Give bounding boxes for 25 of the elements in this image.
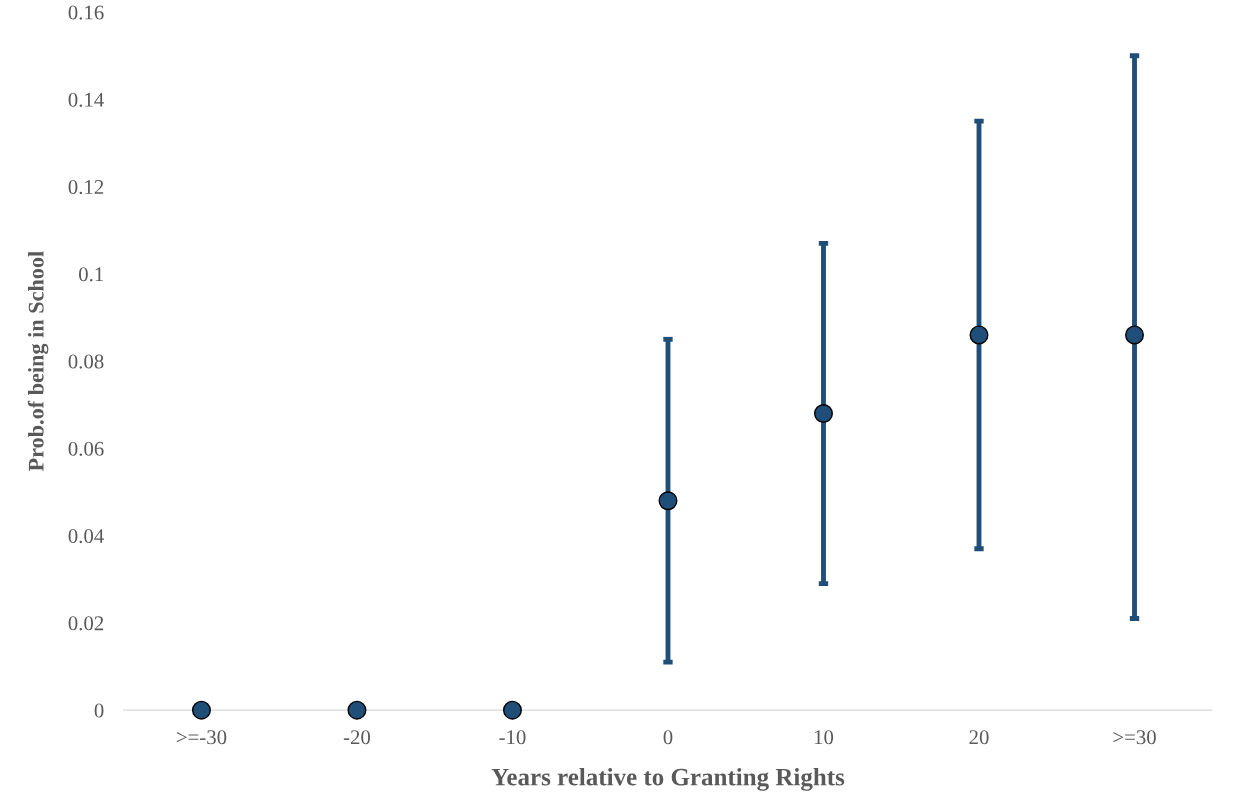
x-tick-label: -10 <box>499 730 526 745</box>
y-tick-label: 0.02 <box>68 616 104 631</box>
point <box>969 325 989 345</box>
x-tick-label: >=30 <box>1113 730 1156 745</box>
y-tick-label: 0.04 <box>68 529 104 544</box>
x-tick-label: 20 <box>969 730 989 745</box>
x-tick-label: 10 <box>814 730 834 745</box>
y-axis-title: Prob.of being in School <box>27 251 49 472</box>
y-tick-label: 0.08 <box>68 354 104 369</box>
x-axis-title: Years relative to Granting Rights <box>491 767 845 791</box>
y-tick-label: 0.06 <box>68 441 104 456</box>
point <box>502 700 522 720</box>
point <box>347 700 367 720</box>
y-tick-label: 0 <box>94 703 104 718</box>
y-tick-label: 0.14 <box>68 92 104 107</box>
point <box>191 700 211 720</box>
point <box>814 404 833 423</box>
x-tick-label: 0 <box>663 730 673 745</box>
y-tick-label: 0.1 <box>79 267 104 282</box>
point <box>658 491 678 511</box>
y-tick-label: 0.16 <box>68 5 104 20</box>
y-tick-label: 0.12 <box>68 179 104 195</box>
point <box>1125 325 1144 345</box>
x-tick-label: -20 <box>343 730 371 745</box>
x-tick-label: >=-30 <box>176 730 227 745</box>
